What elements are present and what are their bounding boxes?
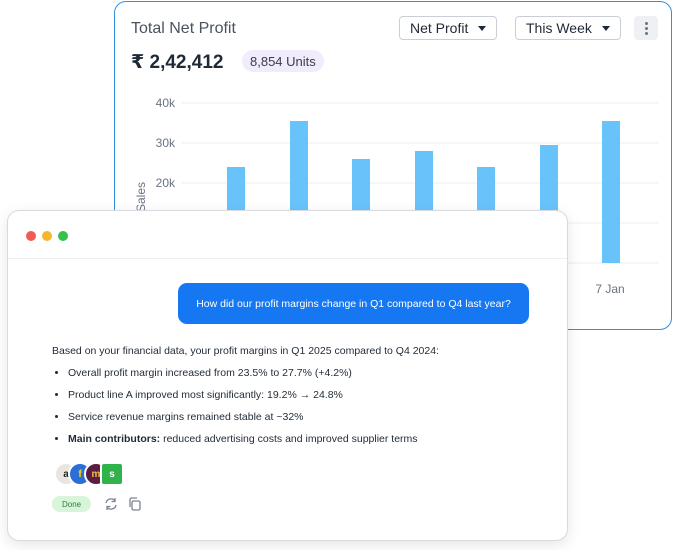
user-message-bubble: How did our profit margins change in Q1 … — [178, 283, 529, 324]
metric-dropdown[interactable]: Net Profit — [399, 16, 498, 40]
range-dropdown[interactable]: This Week — [515, 16, 621, 40]
bar[interactable] — [602, 121, 620, 263]
caret-down-icon — [478, 25, 487, 31]
copy-icon[interactable] — [127, 496, 143, 512]
units-badge: 8,854 Units — [242, 50, 324, 72]
x-tick-label: 7 Jan — [595, 282, 624, 296]
metric-dropdown-label: Net Profit — [410, 20, 469, 36]
reply-bullet: Overall profit margin increased from 23.… — [68, 367, 532, 379]
regenerate-icon[interactable] — [103, 496, 119, 512]
chat-window: How did our profit margins change in Q1 … — [7, 210, 568, 541]
maximize-window-icon[interactable] — [58, 231, 68, 241]
y-tick-label: 30k — [156, 136, 176, 150]
status-badge: Done — [52, 496, 92, 512]
caret-down-icon — [601, 25, 610, 31]
minimize-window-icon[interactable] — [42, 231, 52, 241]
reply-bullets: Overall profit margin increased from 23.… — [52, 367, 532, 445]
window-controls — [26, 231, 68, 241]
reply-bullet: Main contributors: reduced advertising c… — [68, 433, 532, 445]
reply-bullet: Product line A improved most significant… — [68, 389, 532, 401]
total-amount: ₹ 2,42,412 — [131, 52, 224, 73]
range-dropdown-label: This Week — [526, 20, 592, 36]
card-title: Total Net Profit — [131, 20, 236, 37]
source-icons: a f m s — [54, 462, 134, 486]
bullet-bold: Main contributors: — [68, 433, 161, 445]
y-axis-label: Sales — [134, 182, 148, 212]
header-divider — [8, 258, 567, 259]
shopify-icon[interactable]: s — [100, 462, 124, 486]
reply-bullet: Service revenue margins remained stable … — [68, 411, 532, 423]
reply-intro: Based on your financial data, your profi… — [52, 345, 439, 357]
assistant-reply: Based on your financial data, your profi… — [52, 345, 532, 455]
more-vertical-icon[interactable] — [634, 16, 658, 40]
y-tick-label: 40k — [156, 96, 176, 110]
y-tick-label: 20k — [156, 176, 176, 190]
close-window-icon[interactable] — [26, 231, 36, 241]
